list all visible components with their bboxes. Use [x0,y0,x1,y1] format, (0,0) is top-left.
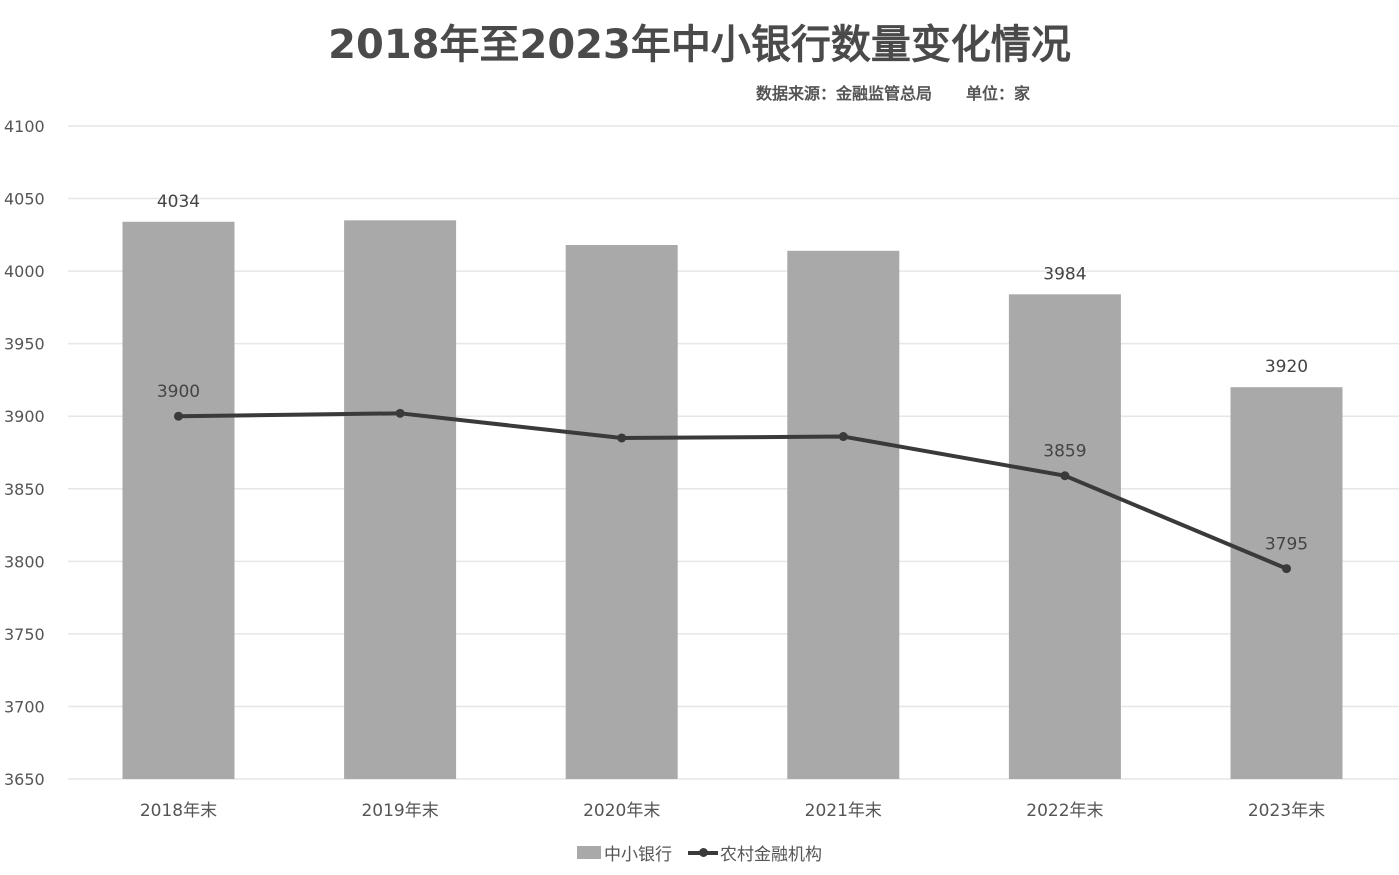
line-swatch-icon [688,847,718,857]
legend-bar-label: 中小银行 [604,845,672,865]
line-point[interactable] [617,433,627,443]
bar[interactable] [1008,294,1121,779]
data-source: 数据来源：金融监管总局 [756,84,933,103]
y-tick-label: 4000 [4,262,45,281]
y-tick-label: 3850 [4,480,45,499]
line-point[interactable] [395,408,405,418]
line-point[interactable] [838,432,848,442]
bar[interactable] [787,250,900,780]
bar[interactable] [344,220,457,780]
bar-value-label: 3920 [1265,357,1308,377]
line-value-label: 3900 [157,382,200,402]
y-tick-label: 3700 [4,697,45,716]
bar[interactable] [565,244,678,780]
x-tick-label: 2021年末 [805,801,882,821]
line-value-label: 3859 [1043,442,1086,462]
y-tick-label: 3800 [4,552,45,571]
bar[interactable] [1230,387,1343,779]
chart-legend: 中小银行 农村金融机构 [0,840,1399,865]
bar-value-label: 3984 [1043,264,1086,284]
x-tick-label: 2020年末 [583,801,660,821]
y-tick-label: 3750 [4,625,45,644]
line-value-label: 3795 [1265,535,1308,555]
chart-title: 2018年至2023年中小银行数量变化情况 [328,22,1071,68]
legend-item-bar[interactable]: 中小银行 [577,840,672,865]
bar-value-label: 4034 [157,192,200,212]
y-tick-label: 3650 [4,770,45,789]
x-tick-label: 2023年末 [1248,801,1325,821]
y-tick-label: 3950 [4,335,45,354]
line-point[interactable] [1060,471,1070,481]
legend-line-label: 农村金融机构 [720,845,822,865]
y-tick-label: 4100 [4,117,45,136]
y-tick-label: 4050 [4,190,45,209]
legend-item-line[interactable]: 农村金融机构 [688,840,822,865]
line-point[interactable] [174,411,183,421]
bar-swatch-icon [577,846,601,859]
line-series [178,411,1288,571]
x-tick-label: 2019年末 [361,801,438,821]
bar[interactable] [122,221,235,780]
x-tick-label: 2022年末 [1026,801,1103,821]
chart-subtitle: 数据来源：金融监管总局 单位：家 [756,80,1064,104]
y-tick-label: 3900 [4,407,45,426]
unit-label: 单位：家 [966,84,1031,103]
line-point[interactable] [1282,564,1291,574]
x-tick-label: 2018年末 [140,801,217,821]
